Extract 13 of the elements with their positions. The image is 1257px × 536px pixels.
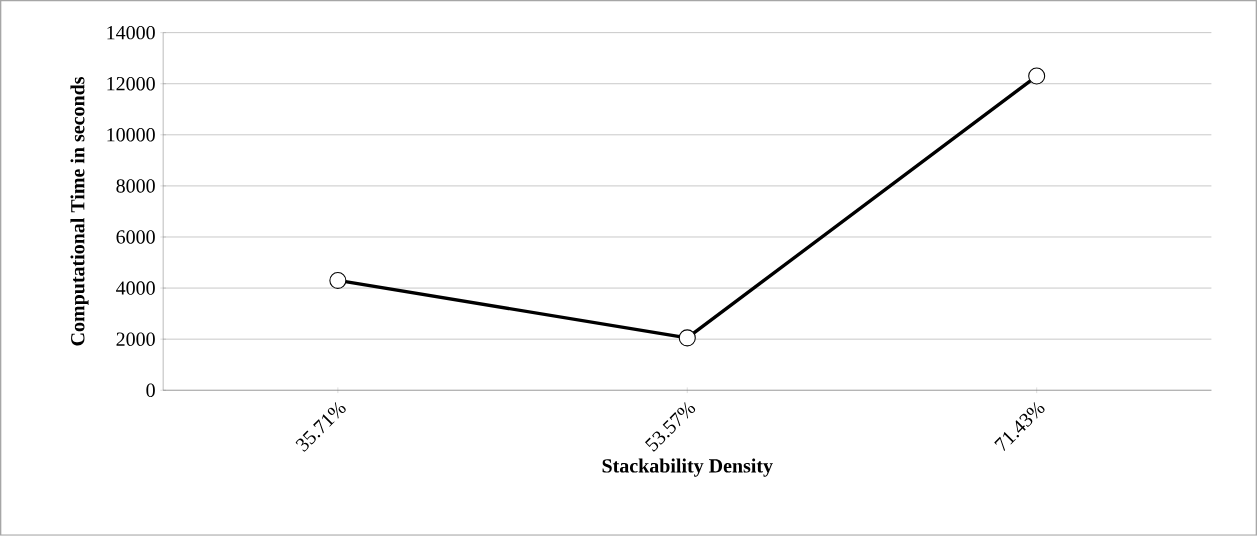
y-tick-label: 14000: [107, 26, 155, 40]
y-tick-label: 0: [146, 383, 155, 398]
y-tick-label: 10000: [107, 128, 155, 142]
y-tick-label: 2000: [116, 332, 155, 347]
y-tick-label: 4000: [116, 281, 155, 295]
y-axis-title: Computational Time in seconds: [70, 77, 89, 346]
y-tick-label: 12000: [107, 77, 155, 91]
point: [678, 329, 696, 347]
point: [329, 271, 347, 290]
y-tick-label: 6000: [116, 230, 155, 244]
x-axis-title: Stackability Density: [602, 458, 773, 477]
y-tick-label: 8000: [116, 179, 155, 193]
point: [1028, 67, 1046, 85]
